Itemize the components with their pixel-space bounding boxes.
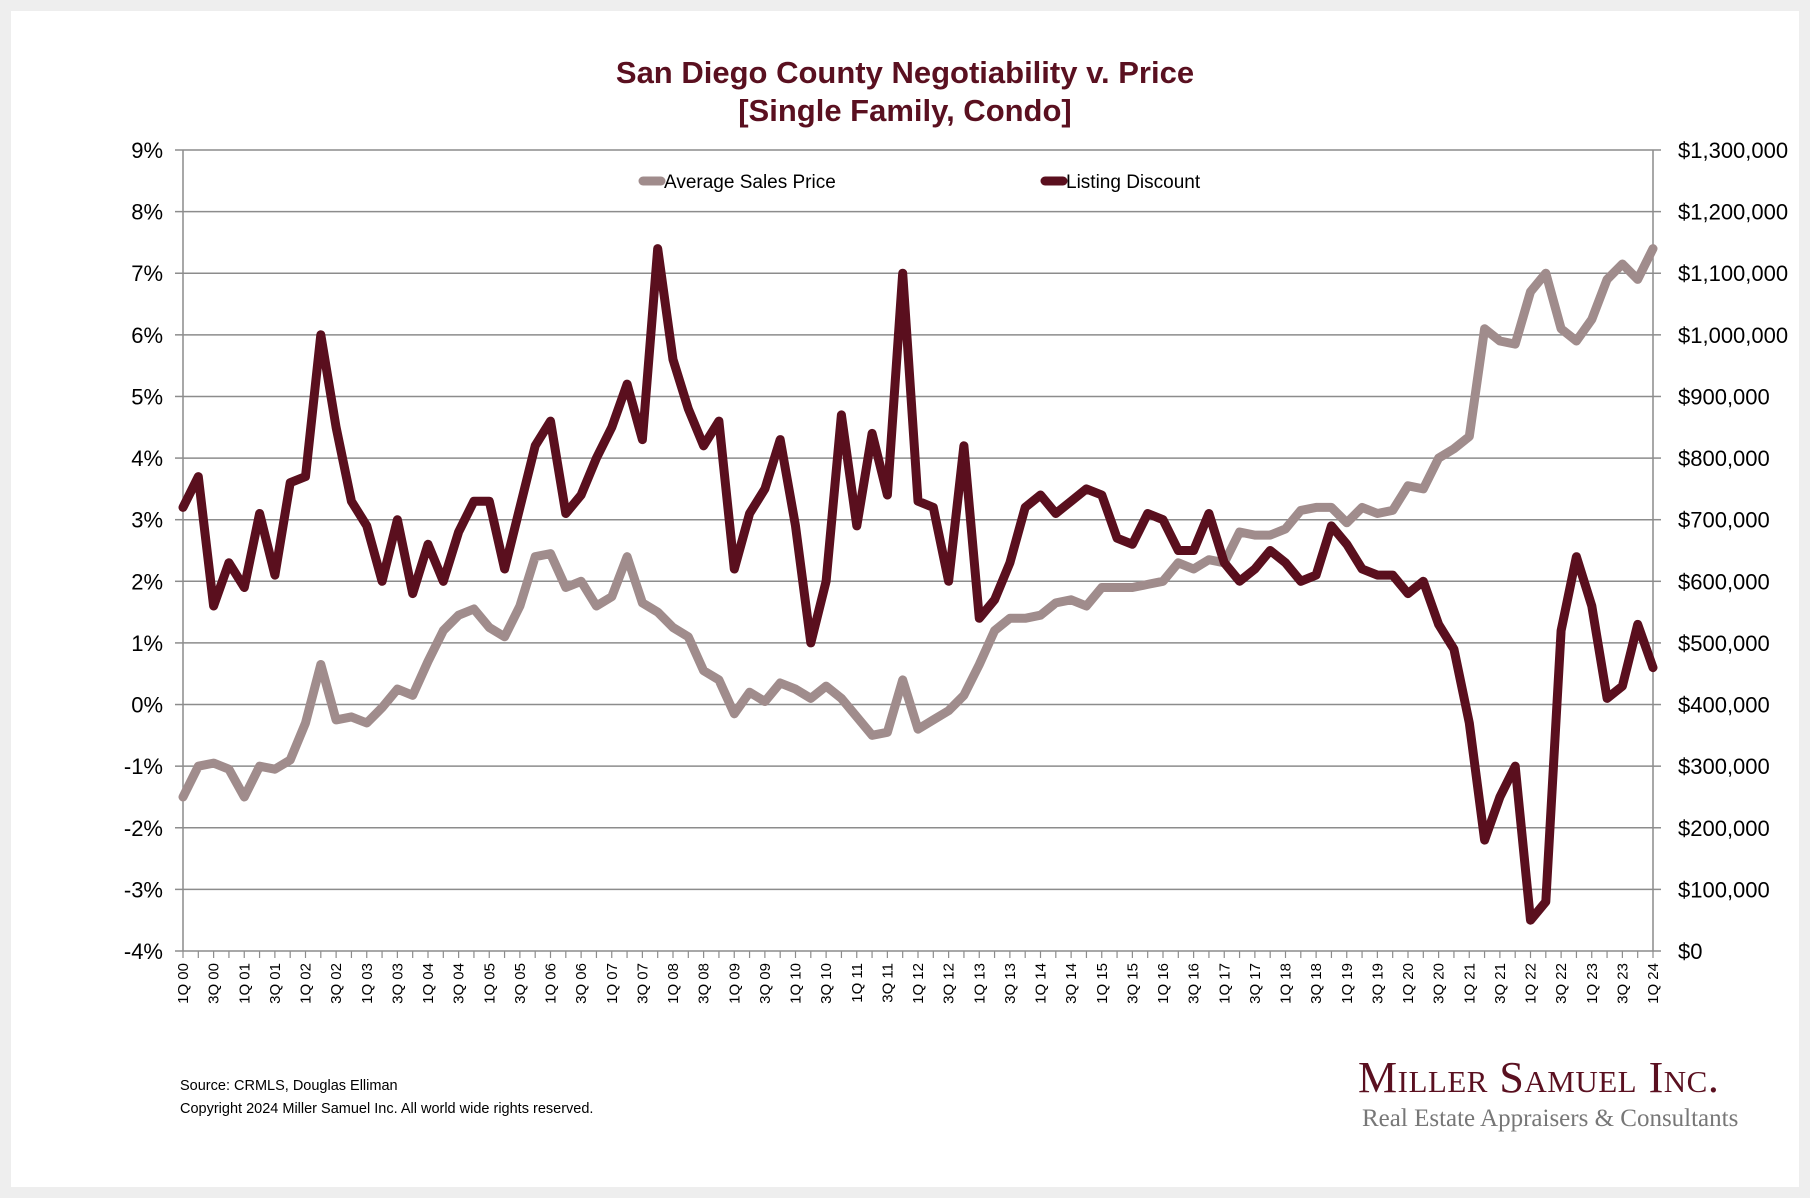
y-left-tick-label: -2% <box>124 816 163 841</box>
x-tick-label: 3Q 10 <box>818 963 835 1004</box>
y-right-tick-label: $1,200,000 <box>1678 200 1788 225</box>
y-left-tick-label: -1% <box>124 754 163 779</box>
y-right-tick-label: $200,000 <box>1678 816 1770 841</box>
x-tick-label: 3Q 16 <box>1186 963 1203 1004</box>
x-tick-label: 1Q 21 <box>1461 963 1478 1004</box>
x-tick-label: 1Q 02 <box>298 963 315 1004</box>
x-tick-label: 1Q 23 <box>1584 963 1601 1004</box>
x-tick-label: 3Q 09 <box>757 963 774 1004</box>
chart-title: San Diego County Negotiability v. Price <box>615 55 1195 90</box>
chart-subtitle: [Single Family, Condo] <box>738 93 1072 128</box>
y-right-tick-label: $100,000 <box>1678 877 1770 902</box>
copyright-note: Copyright 2024 Miller Samuel Inc. All wo… <box>180 1101 594 1117</box>
y-right-tick-label: $1,300,000 <box>1678 138 1788 163</box>
x-tick-label: 1Q 18 <box>1278 963 1295 1004</box>
chart-card <box>11 11 1799 1187</box>
x-tick-label: 3Q 19 <box>1369 963 1386 1004</box>
y-right-tick-label: $1,100,000 <box>1678 261 1788 286</box>
x-tick-label: 1Q 24 <box>1645 963 1662 1004</box>
x-tick-label: 3Q 02 <box>328 963 345 1004</box>
series-line-average-sales-price <box>178 244 1658 802</box>
x-tick-label: 3Q 05 <box>512 963 529 1004</box>
x-tick-label: 1Q 15 <box>1094 963 1111 1004</box>
y-right-tick-label: $0 <box>1678 939 1702 964</box>
x-tick-label: 3Q 17 <box>1247 963 1264 1004</box>
x-tick-label: 3Q 06 <box>573 963 590 1004</box>
x-tick-label: 3Q 01 <box>267 963 284 1004</box>
y-left-tick-label: 2% <box>131 569 163 594</box>
x-tick-label: 3Q 23 <box>1614 963 1631 1004</box>
x-tick-label: 1Q 08 <box>665 963 682 1004</box>
y-right-tick-label: $700,000 <box>1678 508 1770 533</box>
y-left-tick-label: 9% <box>131 138 163 163</box>
x-tick-label: 3Q 11 <box>879 963 896 1003</box>
x-tick-label: 1Q 17 <box>1216 963 1233 1004</box>
company-tagline: Real Estate Appraisers & Consultants <box>1362 1105 1739 1132</box>
y-left-tick-label: 4% <box>131 446 163 471</box>
x-tick-label: 1Q 16 <box>1155 963 1172 1004</box>
y-left-tick-label: 5% <box>131 384 163 409</box>
x-tick-label: 1Q 20 <box>1400 963 1417 1004</box>
x-tick-label: 1Q 22 <box>1523 963 1540 1004</box>
y-right-tick-label: $600,000 <box>1678 569 1770 594</box>
y-left-tick-label: 0% <box>131 693 163 718</box>
y-right-tick-label: $400,000 <box>1678 693 1770 718</box>
x-tick-label: 1Q 13 <box>971 963 988 1004</box>
x-tick-label: 3Q 15 <box>1124 963 1141 1004</box>
y-right-tick-label: $300,000 <box>1678 754 1770 779</box>
y-right-tick-label: $800,000 <box>1678 446 1770 471</box>
series-line-listing-discount <box>178 244 1658 925</box>
x-tick-label: 1Q 10 <box>788 963 805 1004</box>
x-tick-label: 1Q 11 <box>849 963 866 1003</box>
x-tick-label: 3Q 00 <box>206 963 223 1004</box>
legend-label: Average Sales Price <box>664 172 836 193</box>
y-left-tick-label: -4% <box>124 939 163 964</box>
x-tick-label: 3Q 18 <box>1308 963 1325 1004</box>
y-left-tick-label: -3% <box>124 877 163 902</box>
x-tick-label: 1Q 19 <box>1339 963 1356 1004</box>
x-tick-label: 3Q 04 <box>451 963 468 1004</box>
y-left-tick-label: 3% <box>131 508 163 533</box>
x-tick-label: 3Q 22 <box>1553 963 1570 1004</box>
x-tick-label: 3Q 20 <box>1431 963 1448 1004</box>
x-tick-label: 3Q 21 <box>1492 963 1509 1004</box>
company-logo: Miller Samuel Inc. <box>1358 1053 1720 1102</box>
x-tick-label: 3Q 14 <box>1063 963 1080 1004</box>
y-left-tick-label: 8% <box>131 200 163 225</box>
x-tick-label: 3Q 03 <box>389 963 406 1004</box>
x-tick-label: 3Q 08 <box>696 963 713 1004</box>
x-tick-label: 1Q 14 <box>1033 963 1050 1004</box>
x-tick-label: 1Q 05 <box>481 963 498 1004</box>
source-note: Source: CRMLS, Douglas Elliman <box>180 1078 398 1094</box>
x-tick-label: 1Q 03 <box>359 963 376 1004</box>
y-right-tick-label: $500,000 <box>1678 631 1770 656</box>
x-tick-label: 1Q 01 <box>236 963 253 1004</box>
y-right-tick-label: $1,000,000 <box>1678 323 1788 348</box>
y-left-tick-label: 7% <box>131 261 163 286</box>
x-tick-label: 1Q 00 <box>175 963 192 1004</box>
x-tick-label: 1Q 09 <box>726 963 743 1004</box>
legend-label: Listing Discount <box>1066 172 1201 193</box>
x-tick-label: 1Q 07 <box>604 963 621 1004</box>
x-tick-label: 3Q 13 <box>1002 963 1019 1004</box>
x-tick-label: 1Q 06 <box>543 963 560 1004</box>
y-left-tick-label: 6% <box>131 323 163 348</box>
x-tick-label: 1Q 12 <box>910 963 927 1004</box>
x-tick-label: 1Q 04 <box>420 963 437 1004</box>
x-tick-label: 3Q 12 <box>941 963 958 1004</box>
x-tick-label: 3Q 07 <box>634 963 651 1004</box>
y-right-tick-label: $900,000 <box>1678 384 1770 409</box>
y-left-tick-label: 1% <box>131 631 163 656</box>
